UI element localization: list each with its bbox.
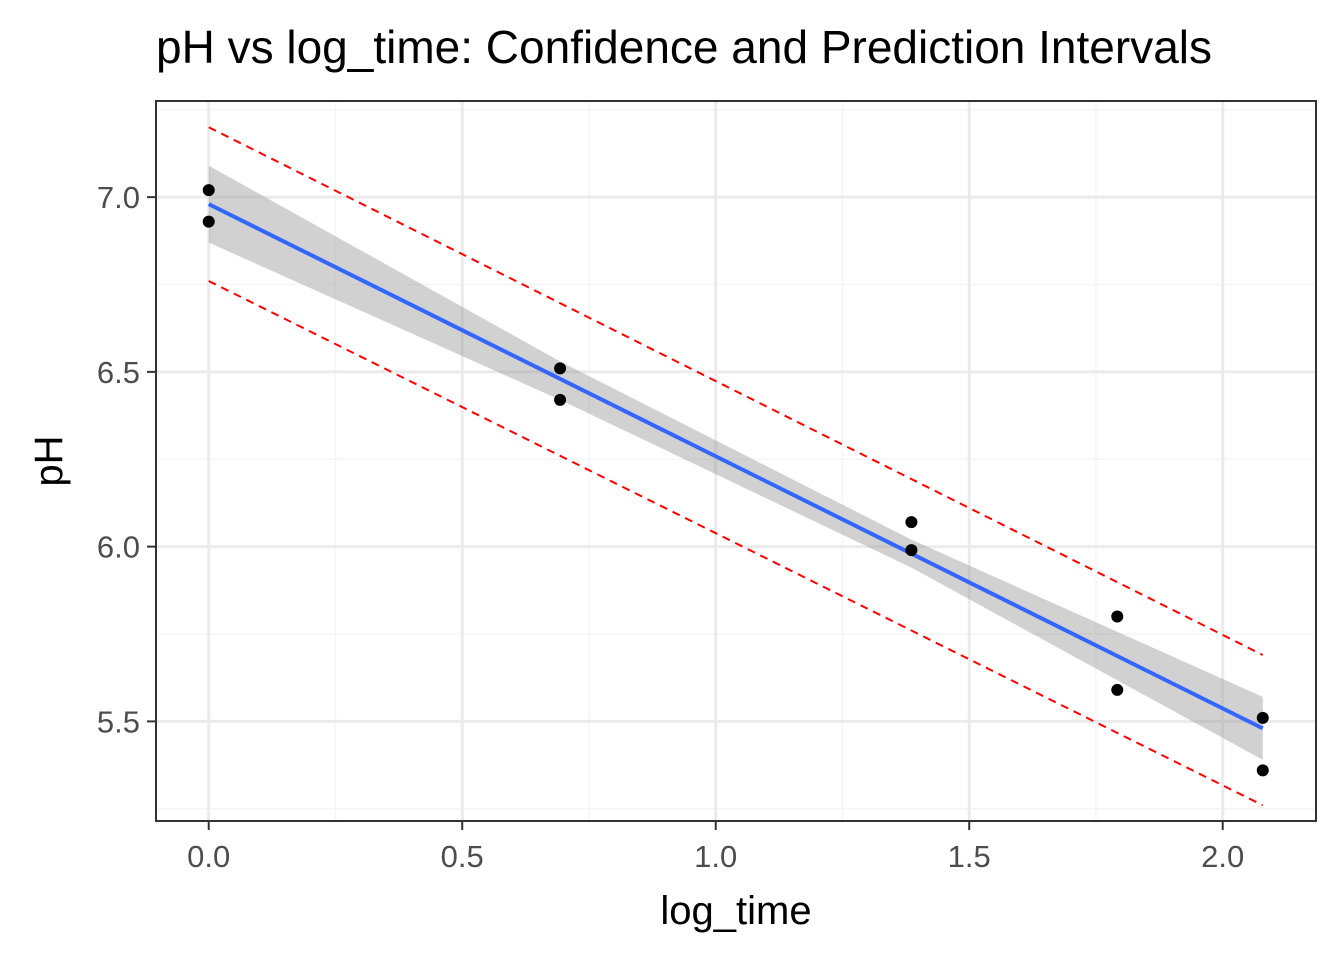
chart-title: pH vs log_time: Confidence and Predictio… bbox=[156, 21, 1212, 73]
major-grid bbox=[156, 101, 1316, 821]
confidence-band bbox=[208, 165, 1263, 760]
y-tick-label: 6.0 bbox=[97, 530, 140, 565]
x-tick-label: 1.0 bbox=[694, 839, 737, 874]
data-point bbox=[1111, 683, 1124, 696]
data-point bbox=[554, 362, 567, 375]
x-tick-label: 2.0 bbox=[1201, 839, 1244, 874]
x-axis-title: log_time bbox=[660, 889, 811, 933]
y-axis-title: pH bbox=[27, 435, 71, 486]
data-point bbox=[905, 516, 918, 529]
points-layer bbox=[202, 184, 1269, 777]
y-tick-label: 7.0 bbox=[97, 180, 140, 215]
data-point bbox=[1256, 711, 1269, 724]
regression-line bbox=[207, 202, 1264, 731]
prediction-interval-upper bbox=[208, 126, 1264, 656]
data-point bbox=[554, 393, 567, 406]
panel-border bbox=[155, 100, 1317, 822]
confidence-band-layer bbox=[208, 165, 1263, 760]
fit-line-layer bbox=[207, 202, 1264, 731]
y-axis-ticks: 5.5 6.0 6.5 7.0 bbox=[97, 180, 156, 739]
data-point bbox=[202, 215, 215, 228]
data-point bbox=[1256, 764, 1269, 777]
minor-grid bbox=[156, 101, 1316, 821]
x-tick-label: 0.5 bbox=[441, 839, 484, 874]
y-tick-label: 6.5 bbox=[97, 355, 140, 390]
data-point bbox=[202, 184, 215, 197]
y-tick-label: 5.5 bbox=[97, 704, 140, 739]
data-point bbox=[905, 544, 918, 557]
prediction-interval-lower bbox=[208, 280, 1264, 807]
x-axis-ticks: 0.0 0.5 1.0 1.5 2.0 bbox=[187, 821, 1244, 874]
prediction-interval-layer bbox=[208, 126, 1264, 807]
data-point bbox=[1111, 610, 1124, 623]
x-tick-label: 1.5 bbox=[948, 839, 991, 874]
x-tick-label: 0.0 bbox=[187, 839, 230, 874]
